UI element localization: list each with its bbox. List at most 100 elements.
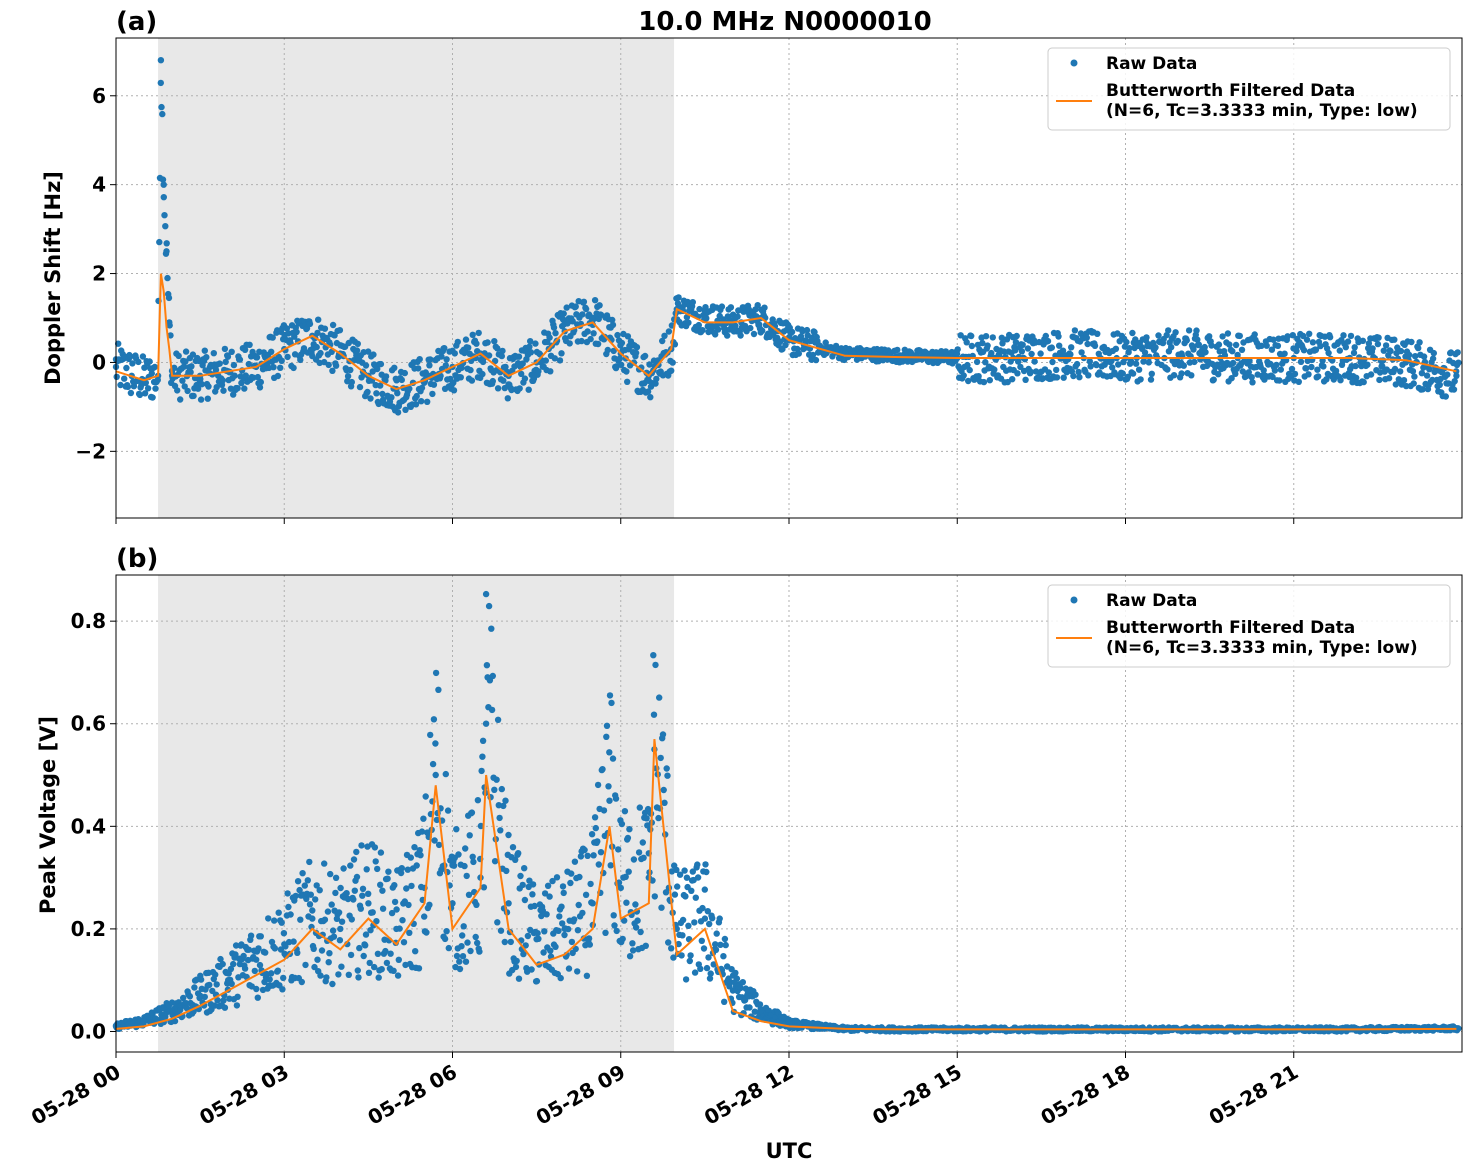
raw-data-point <box>165 294 173 302</box>
raw-data-point <box>644 388 652 395</box>
raw-data-point <box>162 223 169 230</box>
raw-data-point <box>1172 329 1179 336</box>
raw-data-point <box>278 919 285 926</box>
raw-data-point <box>399 917 406 924</box>
raw-data-point <box>1215 371 1222 378</box>
raw-data-point <box>606 692 614 699</box>
raw-data-point <box>979 339 986 347</box>
raw-data-point <box>287 911 294 918</box>
legend-box <box>1047 47 1451 131</box>
raw-data-point <box>377 360 385 368</box>
raw-data-point <box>384 875 391 882</box>
raw-data-point <box>1415 344 1422 352</box>
raw-data-point <box>411 844 418 851</box>
raw-data-point <box>1115 361 1122 368</box>
raw-data-point <box>722 941 729 949</box>
raw-data-point <box>326 950 333 957</box>
raw-data-point <box>668 367 675 374</box>
raw-data-point <box>551 355 558 362</box>
raw-data-point <box>284 353 291 361</box>
raw-data-point <box>177 396 184 403</box>
legend-raw-label: Raw Data <box>1106 54 1197 74</box>
raw-data-point <box>734 313 741 320</box>
raw-data-point <box>283 325 291 332</box>
raw-data-point <box>1206 333 1213 340</box>
raw-data-point <box>656 694 663 701</box>
raw-data-point <box>499 347 506 355</box>
raw-data-point <box>668 945 675 952</box>
raw-data-point <box>1249 379 1256 386</box>
raw-data-point <box>298 978 305 986</box>
raw-data-point <box>582 305 590 313</box>
raw-data-point <box>408 882 415 890</box>
raw-data-point <box>375 400 382 408</box>
raw-data-point <box>1012 339 1020 346</box>
raw-data-point <box>1379 363 1386 370</box>
raw-data-point <box>350 896 357 903</box>
raw-data-point <box>674 883 681 890</box>
raw-data-point <box>435 686 442 693</box>
raw-data-point <box>560 889 567 897</box>
raw-data-point <box>1071 327 1079 334</box>
raw-data-point <box>494 919 501 926</box>
raw-data-point <box>1317 342 1324 350</box>
raw-data-point <box>231 372 238 379</box>
raw-data-point <box>1284 333 1291 340</box>
raw-data-point <box>581 846 588 854</box>
raw-data-point <box>560 310 567 317</box>
raw-data-point <box>280 930 288 937</box>
raw-data-point <box>418 828 426 835</box>
raw-data-point <box>541 928 548 935</box>
raw-data-point <box>1273 361 1280 369</box>
raw-data-point <box>117 381 124 389</box>
raw-data-point <box>1037 350 1044 357</box>
raw-data-point <box>661 799 668 806</box>
raw-data-point <box>187 369 194 376</box>
raw-data-point <box>1391 365 1399 373</box>
raw-data-point <box>1091 342 1099 349</box>
raw-data-point <box>759 327 766 334</box>
raw-data-point <box>750 330 758 338</box>
raw-data-point <box>383 959 391 967</box>
raw-data-point <box>1226 341 1233 348</box>
raw-data-point <box>1129 329 1136 337</box>
raw-data-point <box>549 877 556 885</box>
raw-data-point <box>420 815 427 822</box>
raw-data-point <box>336 327 344 334</box>
raw-data-point <box>555 927 562 934</box>
raw-data-point <box>127 353 134 360</box>
raw-data-point <box>470 858 477 866</box>
raw-data-point <box>168 1007 176 1015</box>
raw-data-point <box>704 908 711 915</box>
raw-data-point <box>407 854 414 861</box>
raw-data-point <box>1325 349 1332 357</box>
raw-data-point <box>1021 356 1029 363</box>
raw-data-point <box>1268 346 1276 353</box>
raw-data-point <box>1055 333 1062 340</box>
raw-data-point <box>558 903 565 910</box>
raw-data-point <box>413 862 420 869</box>
raw-data-point <box>603 733 610 740</box>
raw-data-point <box>146 358 153 365</box>
raw-data-point <box>363 866 370 873</box>
raw-data-point <box>251 967 258 975</box>
raw-data-point <box>1087 363 1094 370</box>
raw-data-point <box>577 853 585 860</box>
raw-data-point <box>1419 386 1426 393</box>
y-tick-label: 0.0 <box>71 1019 106 1043</box>
raw-data-point <box>297 356 304 364</box>
raw-data-point <box>639 839 646 846</box>
raw-data-point <box>1245 369 1253 376</box>
raw-data-point <box>968 342 976 350</box>
raw-data-point <box>1224 330 1232 337</box>
raw-data-point <box>1053 374 1061 381</box>
raw-data-point <box>241 346 249 353</box>
raw-data-point <box>757 1007 765 1015</box>
raw-data-point <box>234 385 241 392</box>
raw-data-point <box>213 981 220 988</box>
raw-data-point <box>348 378 355 386</box>
raw-data-point <box>665 939 672 946</box>
raw-data-point <box>998 334 1005 341</box>
raw-data-point <box>686 957 693 965</box>
raw-data-point <box>636 804 643 811</box>
